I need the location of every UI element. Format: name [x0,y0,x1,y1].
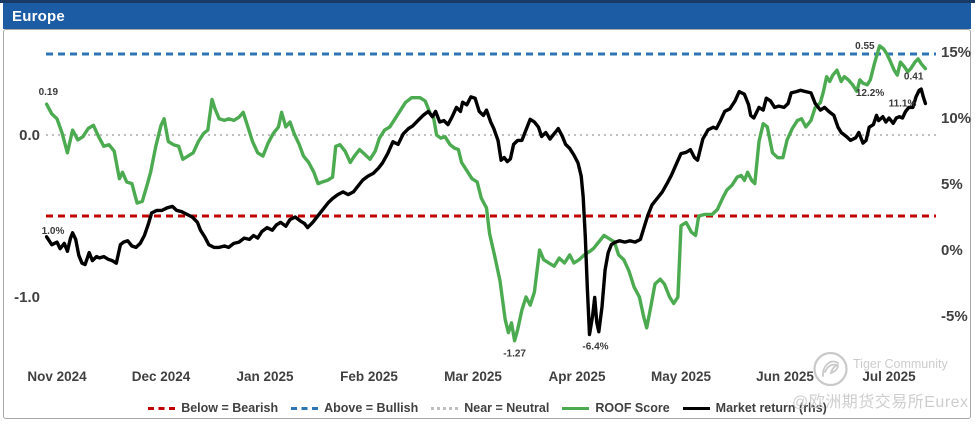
right-axis-tick: 15% [941,44,971,61]
point-label: 11.1% [889,98,917,109]
right-axis-tick: 5% [941,176,963,193]
window-top-edge [0,0,975,3]
legend-swatch-solid-icon [562,406,590,410]
right-axis-tick: -5% [941,308,968,325]
x-axis-tick: Feb 2025 [340,369,398,384]
legend-label: Above = Bullish [324,401,419,415]
roof-score-line [44,44,928,343]
point-label: -1.27 [503,349,526,360]
legend-item-market-return-rhs: Market return (rhs) [682,401,827,415]
x-axis-tick: Nov 2024 [27,369,87,384]
x-axis-tick: Mar 2025 [444,369,502,384]
legend-label: Below = Bearish [181,401,279,415]
point-label: 0.55 [855,41,875,52]
legend-item-near-neutral: Near = Neutral [431,401,549,415]
legend-label: Near = Neutral [464,401,550,415]
chart-legend: Below = Bearish Above = Bullish Near = Neu… [0,401,975,415]
legend-label: ROOF Score [595,401,670,415]
x-axis-tick: Jul 2025 [862,369,916,384]
x-axis-tick: Jun 2025 [756,369,814,384]
legend-swatch-dotted-icon [431,406,459,410]
point-label: 0.41 [904,72,924,83]
legend-swatch-dashed-icon [291,406,319,410]
point-label: 12.2% [856,88,884,99]
legend-swatch-solid-icon [682,406,710,410]
legend-item-above-bullish: Above = Bullish [291,401,418,415]
right-axis-tick: 10% [941,110,971,127]
x-axis-tick: Jan 2025 [236,369,294,384]
chart-header: Europe [3,3,971,29]
x-axis-tick: Apr 2025 [548,369,606,384]
legend-item-roof-score: ROOF Score [562,401,670,415]
left-axis-tick: -1.0 [14,289,40,306]
legend-label: Market return (rhs) [715,401,827,415]
point-label: 1.0% [42,226,65,237]
x-axis-tick: Dec 2024 [132,369,191,384]
right-axis-tick: 0% [941,242,963,259]
legend-item-below-bearish: Below = Bearish [148,401,278,415]
legend-swatch-dashed-icon [148,406,176,410]
left-axis-tick: 0.0 [19,127,40,144]
x-axis-tick: May 2025 [651,369,712,384]
page-title: Europe [12,7,65,25]
market-return-rhs-line [44,87,928,337]
point-label: -6.4% [582,341,608,352]
point-label: 0.19 [39,87,59,98]
